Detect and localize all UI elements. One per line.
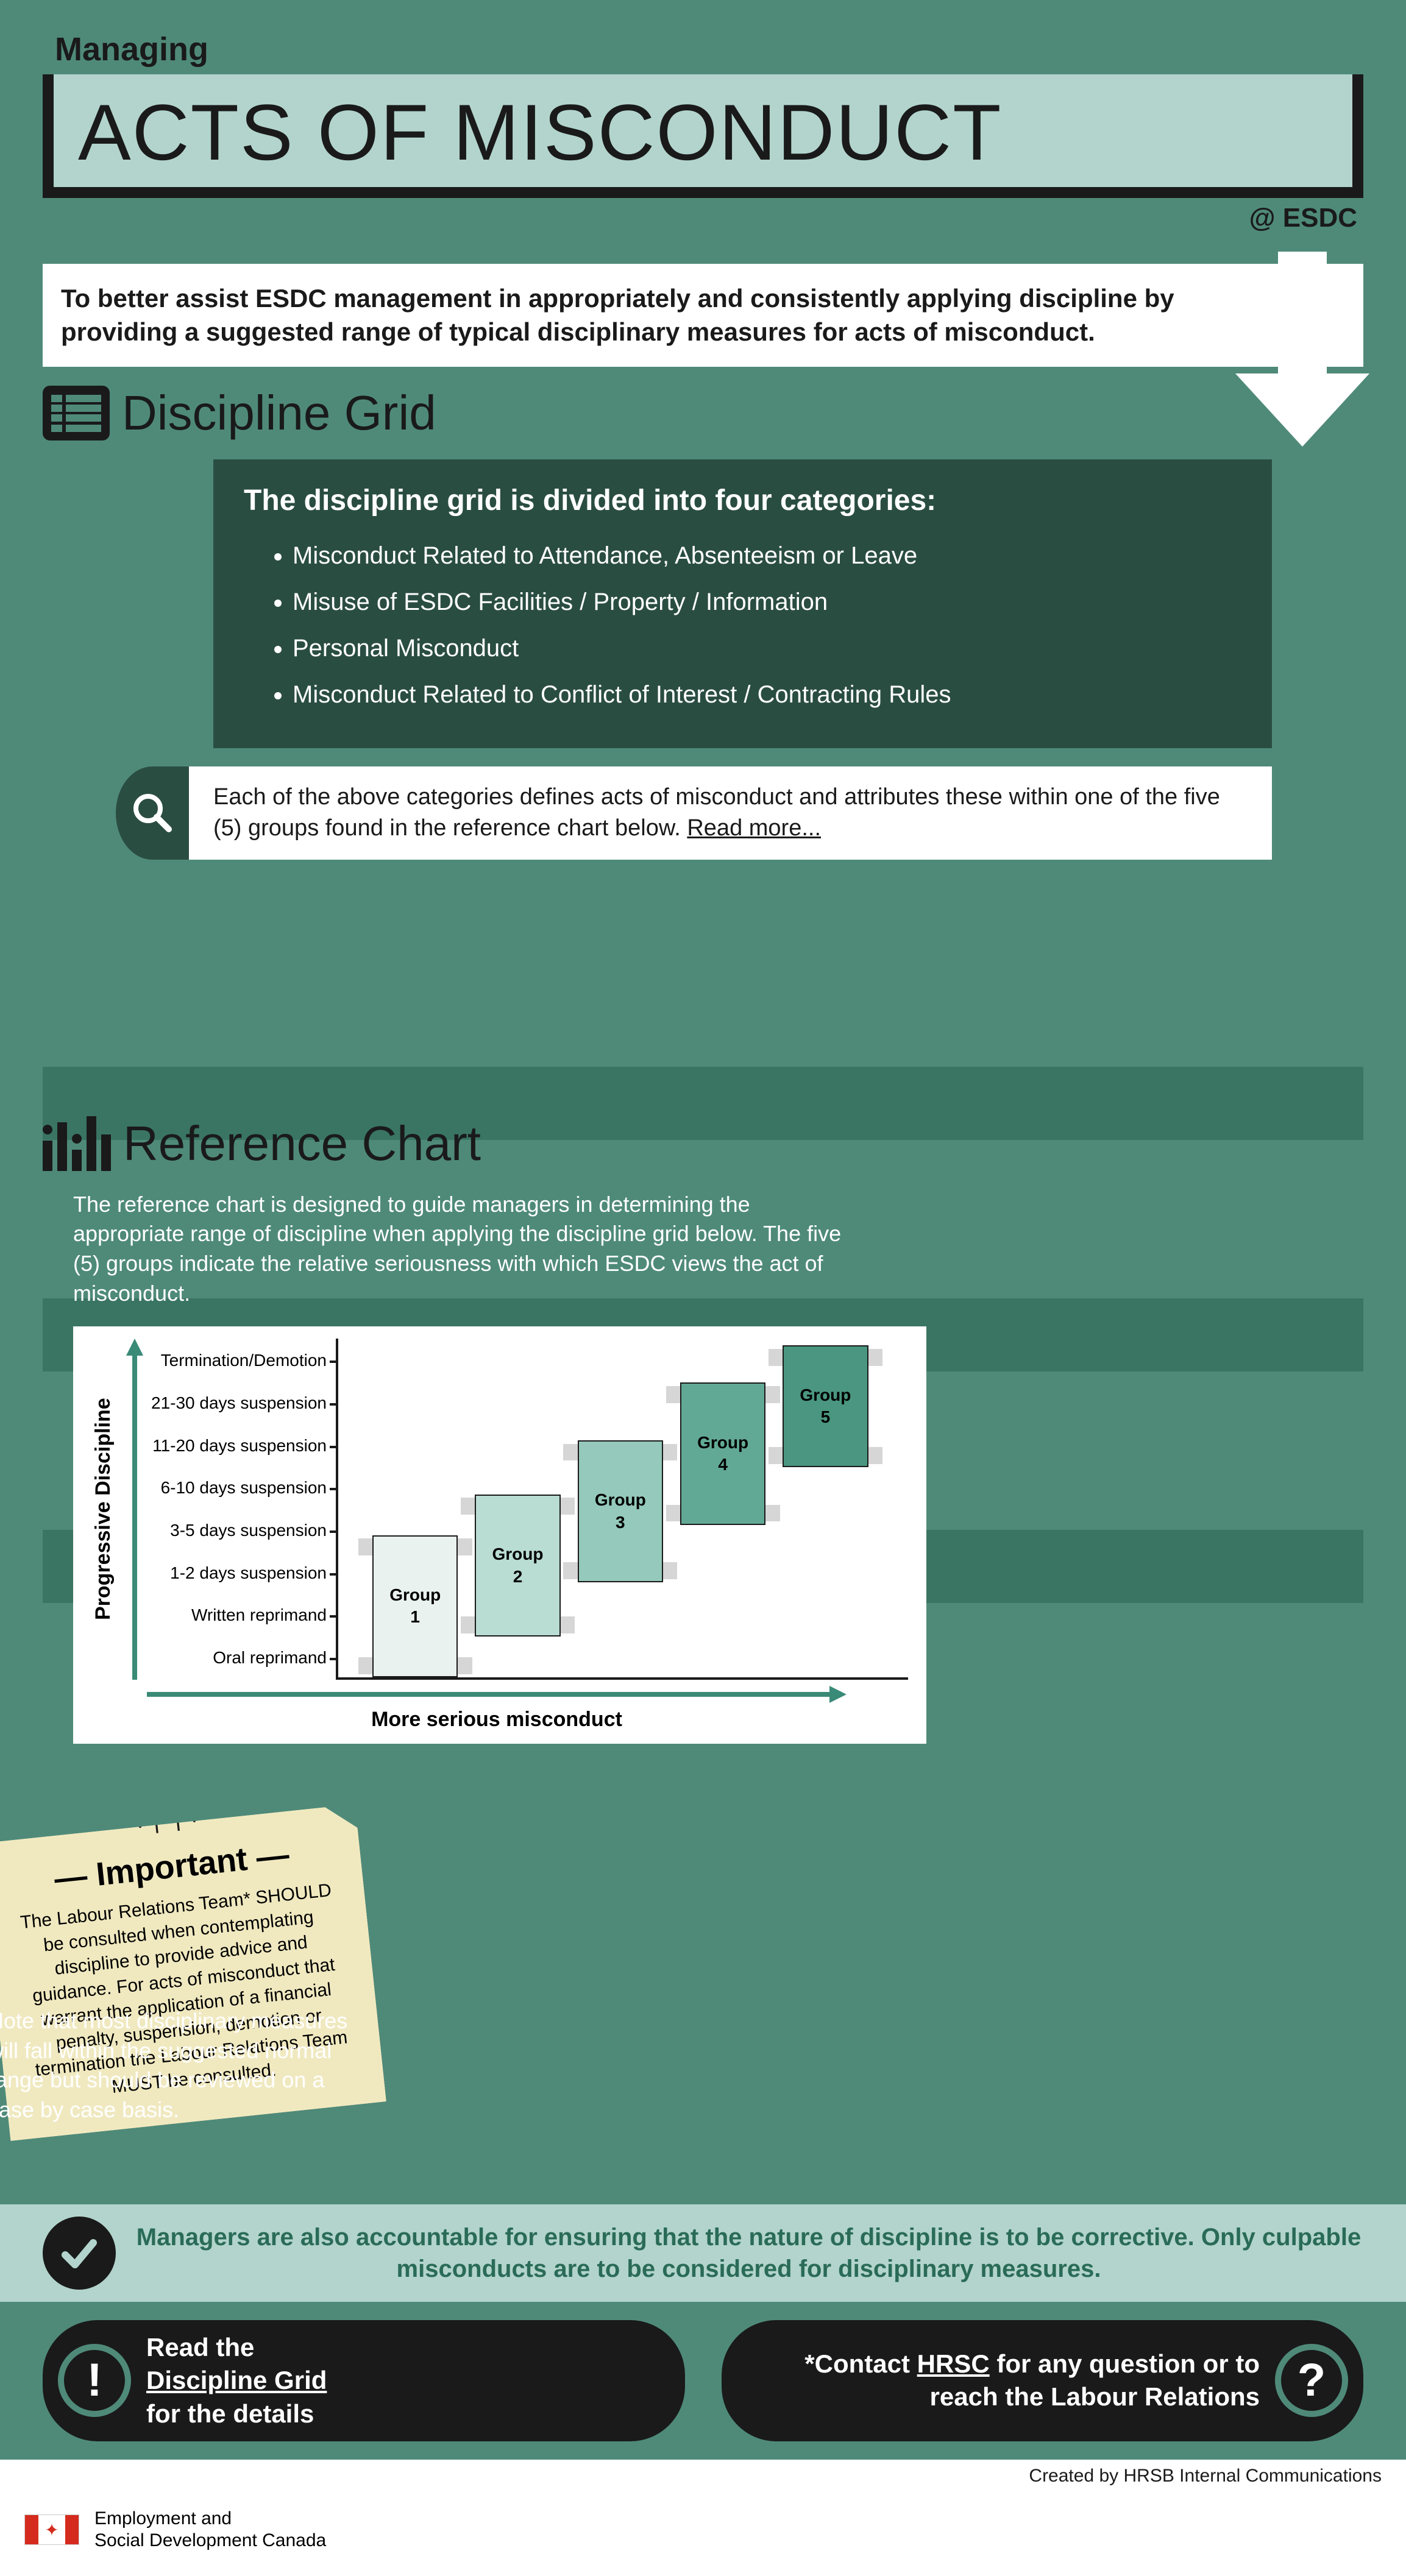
- contact-hrsc-button[interactable]: *Contact HRSC for any question or to rea…: [722, 2320, 1364, 2442]
- reference-chart-heading: Reference Chart: [123, 1116, 481, 1172]
- read-grid-button[interactable]: ! Read the Discipline Grid for the detai…: [43, 2320, 685, 2442]
- footer-org: Employment and Social Development Canada: [94, 2508, 326, 2552]
- y-tick: 1-2 days suspension: [151, 1563, 327, 1583]
- y-axis-ticks: Termination/Demotion 21-30 days suspensi…: [148, 1339, 338, 1680]
- y-tick: 21-30 days suspension: [151, 1393, 327, 1413]
- y-tick: 6-10 days suspension: [151, 1478, 327, 1498]
- bar-chart-icon: [43, 1116, 111, 1171]
- footer: ✦ Employment and Social Development Cana…: [0, 2493, 1406, 2576]
- cta-text: *Contact: [804, 2349, 917, 2378]
- canada-flag-icon: ✦: [24, 2514, 79, 2545]
- cta-text: for the details: [146, 2399, 314, 2428]
- footer-line: Social Development Canada: [94, 2530, 326, 2552]
- supertitle: Managing: [55, 30, 1363, 68]
- reference-chart: Progressive Discipline Termination/Demot…: [73, 1326, 926, 1744]
- page-title: ACTS OF MISCONDUCT: [78, 93, 1328, 172]
- categories-list: Misconduct Related to Attendance, Absent…: [293, 533, 1241, 718]
- cta-text: Read the: [146, 2333, 254, 2362]
- categories-panel: The discipline grid is divided into four…: [213, 459, 1272, 748]
- arrow-down-icon: [1235, 252, 1369, 447]
- purpose-statement: To better assist ESDC management in appr…: [43, 264, 1363, 367]
- read-more-row: Each of the above categories defines act…: [116, 766, 1272, 860]
- header: Managing ACTS OF MISCONDUCT @ ESDC: [0, 0, 1406, 252]
- chart-group: Group2: [475, 1495, 560, 1637]
- cta-link: HRSC: [917, 2349, 990, 2378]
- corrective-text: Managers are also accountable for ensuri…: [134, 2221, 1363, 2285]
- categories-heading: The discipline grid is divided into four…: [244, 484, 1241, 517]
- burst-icon: \ | | /: [130, 1802, 204, 1836]
- magnify-badge: [116, 766, 189, 860]
- chart-group: Group5: [783, 1345, 868, 1467]
- list-item: Misconduct Related to Attendance, Absent…: [293, 533, 1241, 579]
- y-tick: 3-5 days suspension: [151, 1521, 327, 1540]
- x-axis-arrow-icon: [147, 1686, 847, 1703]
- checkmark-icon: [43, 2217, 116, 2290]
- plot-area: Group1Group2Group3Group4Group5: [338, 1339, 908, 1680]
- section-heading: Discipline Grid: [43, 385, 1363, 441]
- table-icon: [43, 386, 110, 441]
- read-more-link[interactable]: Read more...: [687, 815, 821, 841]
- section-heading: Reference Chart: [43, 1116, 1363, 1172]
- y-tick: Oral reprimand: [151, 1648, 327, 1668]
- question-icon: ?: [1275, 2344, 1348, 2417]
- discipline-grid-heading: Discipline Grid: [122, 385, 436, 441]
- y-tick: Termination/Demotion: [151, 1351, 327, 1370]
- list-item: Misconduct Related to Conflict of Intere…: [293, 671, 1241, 718]
- list-item: Misuse of ESDC Facilities / Property / I…: [293, 579, 1241, 625]
- reference-description: The reference chart is designed to guide…: [73, 1190, 845, 1308]
- y-tick: Written reprimand: [151, 1605, 327, 1625]
- footer-line: Employment and: [94, 2508, 326, 2530]
- y-axis-label: Progressive Discipline: [85, 1339, 121, 1680]
- case-by-case-note: Note that most disciplinary measures wil…: [0, 2006, 353, 2125]
- chart-group: Group1: [372, 1535, 458, 1678]
- cta-row: ! Read the Discipline Grid for the detai…: [0, 2302, 1406, 2460]
- exclamation-icon: !: [58, 2344, 131, 2417]
- reference-chart-section: Reference Chart The reference chart is d…: [0, 878, 1406, 2180]
- read-more-box: Each of the above categories defines act…: [189, 766, 1272, 860]
- search-icon: [131, 791, 174, 834]
- corrective-banner: Managers are also accountable for ensuri…: [0, 2204, 1406, 2302]
- credit-line: Created by HRSB Internal Communications: [0, 2460, 1406, 2493]
- list-item: Personal Misconduct: [293, 625, 1241, 671]
- y-tick: 11-20 days suspension: [151, 1436, 327, 1456]
- y-axis-arrow-icon: [121, 1339, 148, 1680]
- subtitle: @ ESDC: [43, 203, 1357, 233]
- chart-group: Group3: [578, 1440, 663, 1583]
- purpose-text: To better assist ESDC management in appr…: [61, 284, 1174, 346]
- title-box: ACTS OF MISCONDUCT: [43, 74, 1363, 198]
- x-axis-label: More serious misconduct: [85, 1708, 908, 1732]
- discipline-grid-section: Discipline Grid The discipline grid is d…: [0, 367, 1406, 878]
- chart-group: Group4: [680, 1382, 765, 1525]
- cta-link: Discipline Grid: [146, 2366, 327, 2394]
